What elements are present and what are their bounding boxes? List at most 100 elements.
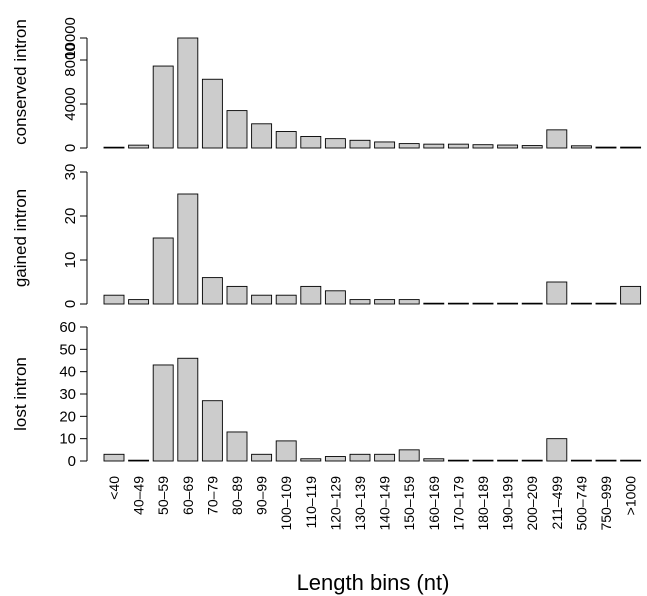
bar-90-99 — [251, 453, 273, 462]
bar-70-79 — [201, 78, 223, 149]
x-tick-label: 170–179 — [450, 476, 466, 531]
x-tick-label: 190–199 — [500, 476, 516, 531]
bar-60-69 — [177, 193, 199, 305]
bar-140-149 — [374, 141, 396, 149]
bar-180-189 — [472, 459, 494, 462]
x-tick-label: 110–119 — [303, 476, 319, 529]
bar-170-179 — [447, 459, 469, 462]
bar-50-59 — [152, 364, 174, 462]
bar-90-99 — [251, 294, 273, 305]
bar-200-209 — [521, 302, 543, 305]
bar-<40 — [103, 453, 125, 462]
x-tick-label: 70–79 — [204, 476, 220, 515]
y-tick-label: 0 — [62, 300, 79, 308]
bar-500-749 — [570, 145, 592, 149]
x-tick-label: 160–169 — [426, 476, 442, 531]
y-tick-label: 30 — [59, 386, 76, 403]
bar-100-109 — [275, 294, 297, 305]
bar-750-999 — [595, 302, 617, 305]
x-tick-label: 80–89 — [229, 476, 245, 515]
bar-500-749 — [570, 302, 592, 305]
y-tick-label: 4000 — [62, 87, 79, 120]
bar->1000 — [620, 146, 642, 149]
bar-500-749 — [570, 459, 592, 462]
x-tick-label: 140–149 — [377, 476, 393, 531]
bar-60-69 — [177, 357, 199, 462]
bar-70-79 — [201, 400, 223, 462]
bar-130-139 — [349, 299, 371, 305]
bar-40-49 — [128, 299, 150, 305]
bar-160-169 — [423, 458, 445, 462]
bar-150-159 — [398, 299, 420, 305]
bar-40-49 — [128, 144, 150, 149]
bar-110-119 — [300, 458, 322, 462]
bar-130-139 — [349, 139, 371, 149]
y-axis-label: lost intron — [11, 357, 30, 431]
bar-<40 — [103, 294, 125, 305]
bar-180-189 — [472, 302, 494, 305]
bar-160-169 — [423, 143, 445, 149]
x-tick-label: 90–99 — [254, 476, 270, 515]
bar-170-179 — [447, 302, 469, 305]
bar-80-89 — [226, 431, 248, 462]
y-tick-label: 20 — [62, 208, 79, 225]
y-tick-label: 30 — [62, 164, 79, 181]
y-axis-label: gained intron — [11, 189, 30, 287]
y-tick-label: 0 — [68, 453, 76, 470]
bar-150-159 — [398, 143, 420, 149]
bar-80-89 — [226, 285, 248, 305]
bar-70-79 — [201, 277, 223, 305]
y-tick-label: 0 — [62, 144, 79, 152]
bar-40-49 — [128, 459, 150, 462]
bar-110-119 — [300, 285, 322, 305]
bar-200-209 — [521, 145, 543, 149]
y-tick-label: 50 — [59, 341, 76, 358]
y-tick-label: 40 — [59, 364, 76, 381]
x-tick-label: 200–209 — [524, 476, 540, 531]
bar->1000 — [620, 285, 642, 305]
x-tick-labels: <40 40–49 50–59 60–69 70–79 80–89 90–99 100–109… — [106, 476, 639, 531]
bar-211-499 — [546, 281, 568, 305]
bar-120-129 — [324, 290, 346, 305]
bar-50-59 — [152, 237, 174, 305]
x-tick-label: 150–159 — [401, 476, 417, 531]
x-tick-label: 750–999 — [598, 476, 614, 531]
bar-140-149 — [374, 453, 396, 462]
bar-120-129 — [324, 456, 346, 462]
x-tick-label: <40 — [106, 476, 122, 500]
x-axis-label: Length bins (nt) — [297, 570, 450, 595]
bar-60-69 — [177, 37, 199, 149]
bar-140-149 — [374, 299, 396, 305]
y-tick-label: 10000 — [62, 17, 79, 59]
bar->1000 — [620, 459, 642, 462]
bar-50-59 — [152, 65, 174, 149]
bar-120-129 — [324, 138, 346, 149]
x-tick-label: 40–49 — [131, 476, 147, 515]
bar-200-209 — [521, 459, 543, 462]
bar-110-119 — [300, 135, 322, 149]
y-tick-label: 10 — [62, 252, 79, 269]
bar-100-109 — [275, 131, 297, 149]
bar-750-999 — [595, 459, 617, 462]
x-tick-label: 500–749 — [573, 476, 589, 531]
bar-80-89 — [226, 110, 248, 149]
bar-150-159 — [398, 449, 420, 462]
y-tick-label: 8000 — [62, 43, 79, 76]
bar-<40 — [103, 146, 125, 149]
bar-130-139 — [349, 453, 371, 462]
bar-170-179 — [447, 143, 469, 149]
bar-90-99 — [251, 123, 273, 149]
bar-100-109 — [275, 440, 297, 462]
bar-190-199 — [497, 144, 519, 149]
x-tick-label: 180–189 — [475, 476, 491, 531]
bar-211-499 — [546, 438, 568, 462]
bar-180-189 — [472, 144, 494, 149]
y-tick-label: 10 — [59, 431, 76, 448]
x-tick-label: 130–139 — [352, 476, 368, 531]
x-tick-label: 60–69 — [180, 476, 196, 515]
x-tick-label: 100–109 — [278, 476, 294, 531]
x-tick-label: 120–129 — [327, 476, 343, 531]
x-tick-label: 211–499 — [549, 476, 565, 530]
